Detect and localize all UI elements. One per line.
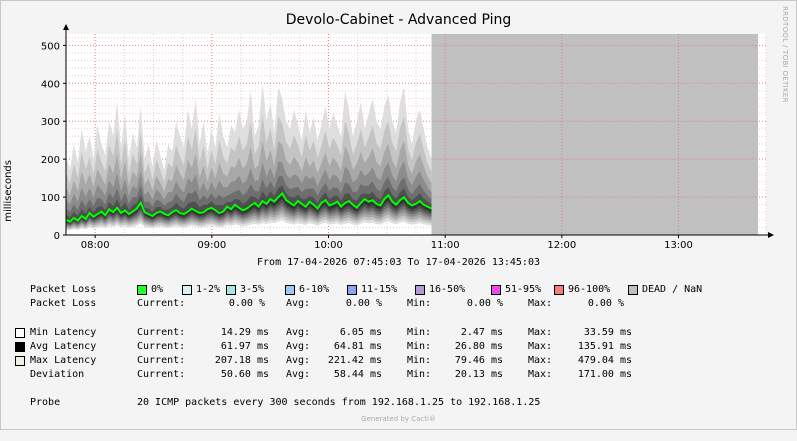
dead-region bbox=[431, 34, 758, 235]
latency-min: 26.80 ms bbox=[454, 341, 503, 352]
avg-label: Avg: bbox=[286, 327, 311, 338]
latency-current: 14.29 ms bbox=[220, 327, 269, 338]
latency-avg: 58.44 ms bbox=[333, 369, 382, 380]
probe-text: 20 ICMP packets every 300 seconds from 1… bbox=[137, 397, 541, 408]
min-label: Min: bbox=[407, 355, 432, 366]
max-label: Max: bbox=[528, 369, 553, 380]
x-axis-arrow bbox=[768, 232, 774, 238]
packet-loss-stats-label: Packet Loss bbox=[30, 298, 97, 309]
x-tick-label: 08:00 bbox=[81, 240, 110, 251]
current-label: Current: bbox=[137, 369, 186, 380]
packet-loss-avg: 0.00 % bbox=[345, 298, 382, 309]
latency-label: Avg Latency bbox=[30, 341, 97, 352]
packet-loss-label: Packet Loss bbox=[30, 284, 97, 295]
y-axis-arrow bbox=[63, 24, 69, 30]
max-label: Max: bbox=[528, 341, 553, 352]
avg-label: Avg: bbox=[286, 341, 311, 352]
packet-loss-bucket-label: 51-95% bbox=[505, 284, 542, 295]
latency-min: 2.47 ms bbox=[460, 327, 503, 338]
latency-max: 33.59 ms bbox=[583, 327, 632, 338]
y-tick-label: 500 bbox=[41, 41, 60, 52]
packet-loss-swatch bbox=[285, 285, 295, 295]
max-label: Max: bbox=[528, 355, 553, 366]
current-label: Current: bbox=[137, 355, 186, 366]
latency-current: 50.60 ms bbox=[220, 369, 269, 380]
packet-loss-bucket-label: 16-50% bbox=[429, 284, 466, 295]
y-tick-label: 0 bbox=[54, 231, 60, 242]
latency-avg: 221.42 ms bbox=[327, 355, 382, 366]
min-label: Min: bbox=[407, 369, 432, 380]
current-label: Current: bbox=[137, 327, 186, 338]
packet-loss-swatch bbox=[554, 285, 564, 295]
max-label: Max: bbox=[528, 327, 553, 338]
x-tick-label: 11:00 bbox=[431, 240, 460, 251]
y-tick-label: 400 bbox=[41, 79, 60, 90]
packet-loss-bucket-label: 1-2% bbox=[196, 284, 221, 295]
packet-loss-max: 0.00 % bbox=[587, 298, 624, 309]
min-label: Min: bbox=[407, 327, 432, 338]
packet-loss-bucket-label: 0% bbox=[151, 284, 164, 295]
packet-loss-swatch bbox=[137, 285, 147, 295]
packet-loss-bucket-label: 96-100% bbox=[568, 284, 611, 295]
latency-swatch bbox=[15, 328, 25, 338]
x-tick-labels: 08:00 09:00 10:00 11:00 12:00 13:00 bbox=[81, 235, 693, 251]
latency-label: Max Latency bbox=[30, 355, 97, 366]
latency-current: 207.18 ms bbox=[214, 355, 269, 366]
current-label: Current: bbox=[137, 298, 186, 309]
packet-loss-min: 0.00 % bbox=[466, 298, 503, 309]
chart-plot: 0 100 200 300 400 500 08:00 09:00 10:00 11:00 12:… bbox=[41, 24, 774, 251]
latency-max: 171.00 ms bbox=[577, 369, 632, 380]
generator-credit: Generated by Cacti® bbox=[361, 415, 436, 423]
avg-label: Avg: bbox=[286, 355, 311, 366]
max-label: Max: bbox=[528, 298, 553, 309]
x-tick-label: 13:00 bbox=[664, 240, 693, 251]
latency-label: Deviation bbox=[30, 369, 85, 380]
packet-loss-bucket-label: 3-5% bbox=[240, 284, 265, 295]
probe-row: Probe 20 ICMP packets every 300 seconds … bbox=[0, 397, 540, 409]
latency-swatch bbox=[15, 356, 25, 366]
latency-max: 135.91 ms bbox=[577, 341, 632, 352]
overlay-grid bbox=[431, 34, 758, 235]
latency-swatch bbox=[15, 342, 25, 352]
x-tick-label: 10:00 bbox=[314, 240, 343, 251]
avg-latency-line bbox=[65, 191, 433, 223]
latency-min: 79.46 ms bbox=[454, 355, 503, 366]
x-tick-label: 09:00 bbox=[197, 240, 226, 251]
y-tick-label: 300 bbox=[41, 117, 60, 128]
chart-title: Devolo-Cabinet - Advanced Ping bbox=[285, 12, 512, 28]
rrdtool-credit: RRDTOOL / TOBI OETIKER bbox=[781, 6, 789, 103]
packet-loss-swatch bbox=[182, 285, 192, 295]
packet-loss-swatch bbox=[628, 285, 638, 295]
latency-min: 20.13 ms bbox=[454, 369, 503, 380]
probe-label: Probe bbox=[30, 397, 61, 408]
latency-avg: 6.05 ms bbox=[339, 327, 382, 338]
current-label: Current: bbox=[137, 341, 186, 352]
axes bbox=[63, 24, 774, 238]
packet-loss-swatch bbox=[226, 285, 236, 295]
latency-areas bbox=[66, 83, 432, 231]
min-label: Min: bbox=[407, 298, 432, 309]
y-tick-label: 200 bbox=[41, 155, 60, 166]
x-tick-label: 12:00 bbox=[547, 240, 576, 251]
latency-label: Min Latency bbox=[30, 327, 97, 338]
packet-loss-bucket-label: DEAD / NaN bbox=[642, 284, 703, 295]
packet-loss-current: 0.00 % bbox=[228, 298, 265, 309]
latency-avg: 64.81 ms bbox=[333, 341, 382, 352]
min-label: Min: bbox=[407, 341, 432, 352]
series-lines bbox=[65, 191, 433, 223]
y-tick-label: 100 bbox=[41, 193, 60, 204]
packet-loss-stats-row: Packet Loss Current: 0.00 % Avg: 0.00 % … bbox=[0, 298, 624, 310]
avg-label: Avg: bbox=[286, 298, 311, 309]
packet-loss-swatch bbox=[347, 285, 357, 295]
latency-max: 479.04 ms bbox=[577, 355, 632, 366]
avg-label: Avg: bbox=[286, 369, 311, 380]
packet-loss-bucket-label: 11-15% bbox=[361, 284, 398, 295]
packet-loss-bucket-label: 6-10% bbox=[299, 284, 330, 295]
packet-loss-swatch bbox=[415, 285, 425, 295]
latency-current: 61.97 ms bbox=[220, 341, 269, 352]
packet-loss-legend-row: Packet Loss 0% 1-2% 3-5% 6-10% 11-15% 16-50% 5… bbox=[0, 284, 702, 296]
time-range: From 17-04-2026 07:45:03 To 17-04-2026 1… bbox=[257, 257, 540, 268]
packet-loss-swatch bbox=[491, 285, 501, 295]
y-tick-labels: 0 100 200 300 400 500 bbox=[41, 41, 66, 242]
